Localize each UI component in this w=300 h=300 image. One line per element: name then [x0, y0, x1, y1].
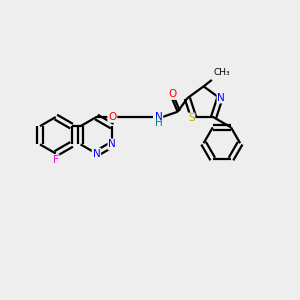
Text: CH₃: CH₃	[214, 68, 230, 77]
Text: N: N	[155, 112, 162, 122]
Text: H: H	[155, 118, 162, 128]
Text: O: O	[168, 89, 176, 99]
Text: S: S	[188, 113, 194, 124]
Text: O: O	[108, 112, 116, 122]
Text: N: N	[108, 140, 116, 149]
Text: N: N	[92, 148, 100, 158]
Text: N: N	[218, 93, 225, 103]
Text: F: F	[53, 155, 59, 165]
